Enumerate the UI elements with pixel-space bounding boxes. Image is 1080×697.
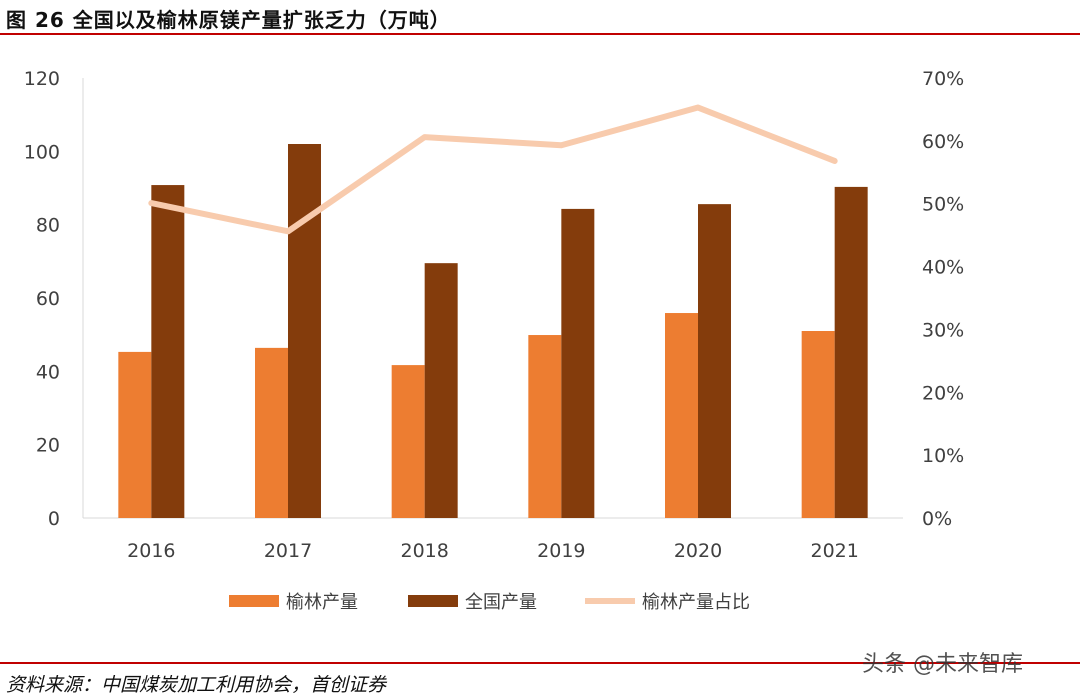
legend-label: 榆林产量占比 <box>642 592 750 613</box>
chart: 0 20 40 60 80 100 120 0% 10% 20% 30% 40% 50% 60% 70% 20… <box>0 0 1080 640</box>
y2-tick-label: 50% <box>922 194 964 216</box>
source-note: 资料来源：中国煤炭加工利用协会，首创证券 <box>6 670 386 697</box>
legend-label: 全国产量 <box>465 592 537 613</box>
y2-tick-label: 60% <box>922 131 964 153</box>
bar-yulin-2020 <box>665 313 698 518</box>
bar-national-2017 <box>288 144 321 518</box>
bar-national-2016 <box>151 185 184 518</box>
y-tick-label: 20 <box>36 435 60 457</box>
bar-yulin-2018 <box>392 365 425 518</box>
x-tick-label: 2020 <box>674 540 722 562</box>
line-yulin-share <box>151 108 834 232</box>
y-tick-label: 100 <box>24 141 60 163</box>
x-tick-label: 2016 <box>127 540 175 562</box>
y2-tick-label: 10% <box>922 445 964 467</box>
bar-national-2019 <box>561 209 594 518</box>
legend-swatch <box>229 595 279 607</box>
bar-national-2018 <box>425 263 458 518</box>
y2-tick-label: 0% <box>922 508 952 530</box>
legend-label: 榆林产量 <box>286 592 358 613</box>
legend-swatch <box>408 595 458 607</box>
x-tick-label: 2021 <box>810 540 858 562</box>
x-tick-label: 2018 <box>400 540 448 562</box>
y-tick-label: 120 <box>24 68 60 90</box>
y2-tick-label: 20% <box>922 382 964 404</box>
watermark: 头条 @未来智库 <box>862 646 1023 678</box>
x-tick-label: 2019 <box>537 540 585 562</box>
y-tick-label: 80 <box>36 215 60 237</box>
y2-tick-label: 30% <box>922 319 964 341</box>
y2-tick-label: 70% <box>922 68 964 90</box>
y2-tick-label: 40% <box>922 257 964 279</box>
bar-yulin-2021 <box>802 331 835 518</box>
y-tick-label: 60 <box>36 288 60 310</box>
y-tick-label: 40 <box>36 361 60 383</box>
bar-national-2020 <box>698 204 731 518</box>
y-tick-label: 0 <box>48 508 60 530</box>
bar-yulin-2016 <box>118 352 151 518</box>
bar-yulin-2017 <box>255 348 288 518</box>
x-tick-label: 2017 <box>264 540 312 562</box>
bar-yulin-2019 <box>528 335 561 518</box>
bar-national-2021 <box>835 187 868 518</box>
